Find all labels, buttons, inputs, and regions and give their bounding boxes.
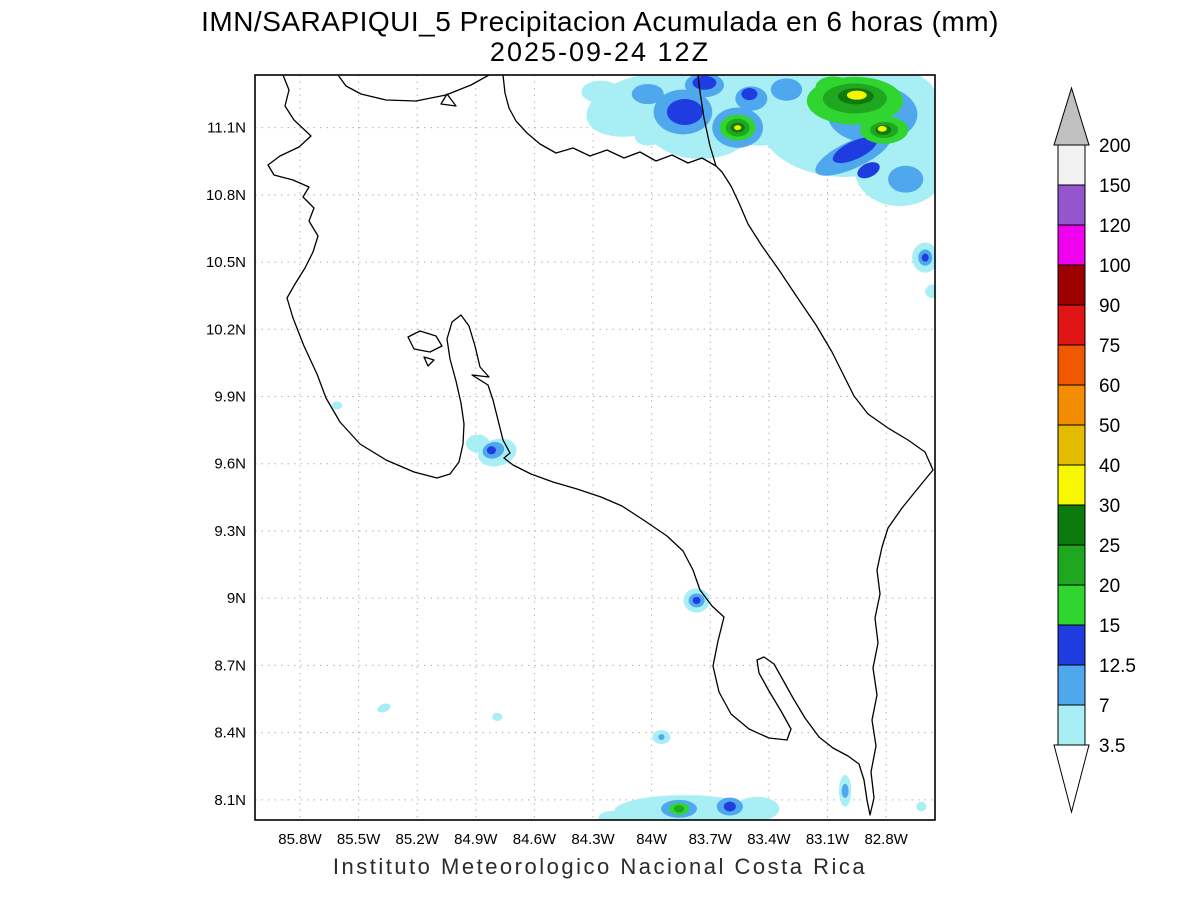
colorbar-segment	[1057, 144, 1086, 186]
precip-cell-7mm	[658, 734, 665, 741]
precip-cell-3.5mm	[331, 401, 343, 410]
precip-cell-3.5mm	[598, 810, 627, 820]
precip-cell-30mm	[846, 90, 867, 100]
plot-frame	[254, 74, 936, 821]
x-tick-label: 82.8W	[864, 831, 908, 848]
y-tick-label: 9.9N	[214, 389, 246, 406]
precip-cell-7mm	[770, 78, 803, 101]
x-tick-label: 84.9W	[454, 831, 498, 848]
colorbar-segment	[1057, 464, 1086, 506]
gulf-islet	[423, 356, 435, 367]
colorbar-segment	[1057, 264, 1086, 306]
axis-tick-labels: 85.8W 85.5W 85.2W 84.9W 84.6W 84.3W 84W 83.7W 83…	[206, 120, 909, 848]
colorbar-segment	[1057, 584, 1086, 626]
y-tick-label: 8.4N	[214, 725, 246, 742]
colorbar-label: 50	[1099, 416, 1120, 437]
lake-island	[440, 93, 457, 107]
precip-cell-3.5mm	[492, 712, 503, 721]
precip-cell-30mm	[734, 125, 742, 131]
colorbar-arrow-top	[1053, 86, 1090, 146]
lake-nicaragua-shore	[337, 75, 490, 102]
y-tick-label: 9.6N	[214, 456, 246, 473]
colorbar-label: 30	[1099, 496, 1120, 517]
colorbar-segment	[1057, 424, 1086, 466]
colorbar-label: 40	[1099, 456, 1120, 477]
precip-cell-3.5mm	[925, 284, 935, 298]
x-tick-label: 84.6W	[513, 831, 557, 848]
precip-cell-12.5mm	[741, 87, 758, 101]
precip-cell-3.5mm	[377, 703, 391, 713]
map-date: 2025-09-24 12Z	[489, 37, 711, 67]
colorbar-label: 7	[1099, 696, 1110, 717]
y-tick-label: 9N	[227, 590, 246, 607]
precip-cell-12.5mm	[857, 162, 880, 179]
colorbar-label: 150	[1099, 176, 1131, 197]
precip-cell-12.5mm	[692, 596, 701, 605]
colorbar-label: 25	[1099, 536, 1120, 557]
costa-rica-coastline	[267, 75, 934, 816]
colorbar-segment	[1057, 504, 1086, 546]
colorbar-segment	[1057, 384, 1086, 426]
y-tick-label: 9.3N	[214, 523, 246, 540]
precip-cell-12.5mm	[723, 801, 736, 812]
x-tick-label: 85.8W	[278, 831, 322, 848]
y-tick-label: 10.8N	[206, 187, 246, 204]
colorbar-label: 15	[1099, 616, 1120, 637]
precip-cell-3.5mm	[916, 801, 927, 812]
colorbar-label: 3.5	[1099, 736, 1125, 757]
colorbar-label: 20	[1099, 576, 1120, 597]
precip-cell-7mm	[888, 165, 924, 193]
y-tick-label: 10.5N	[206, 254, 246, 271]
precip-cell-12.5mm	[666, 98, 703, 125]
colorbar-segment	[1057, 184, 1086, 226]
x-tick-label: 84W	[636, 831, 668, 848]
x-tick-label: 85.2W	[396, 831, 440, 848]
precip-cell-12.5mm	[832, 137, 877, 164]
colorbar-segment	[1057, 544, 1086, 586]
x-tick-label: 83.7W	[689, 831, 733, 848]
isla-chira	[407, 330, 443, 353]
colorbar-label: 12.5	[1099, 656, 1136, 677]
precipitation-shading	[331, 75, 935, 820]
colorbar-segment	[1057, 344, 1086, 386]
y-tick-label: 11.1N	[207, 120, 246, 137]
x-tick-label: 84.3W	[571, 831, 615, 848]
colorbar-label: 90	[1099, 296, 1120, 317]
y-tick-label: 8.1N	[214, 792, 246, 809]
mainland-coastline	[267, 75, 934, 816]
x-tick-label: 85.5W	[337, 831, 381, 848]
precip-cell-30mm	[877, 125, 887, 132]
colorbar-label: 60	[1099, 376, 1120, 397]
colorbar-segment	[1057, 624, 1086, 666]
precip-cell-3.5mm	[605, 97, 651, 127]
colorbar-arrow-bottom	[1053, 744, 1090, 814]
colorbar-label: 120	[1099, 216, 1131, 237]
y-tick-label: 10.2N	[206, 321, 246, 338]
precip-cell-12.5mm	[486, 446, 496, 455]
gridlines	[255, 75, 935, 820]
x-tick-label: 83.1W	[806, 831, 850, 848]
colorbar-segment	[1057, 664, 1086, 706]
precip-cell-7mm	[841, 783, 849, 798]
san-juan-river-border	[502, 75, 717, 167]
colorbar-label: 75	[1099, 336, 1120, 357]
colorbar-label: 200	[1099, 136, 1131, 157]
source-caption: Instituto Meteorologico Nacional Costa R…	[332, 854, 868, 879]
precip-cell-20mm	[673, 805, 685, 813]
y-tick-label: 8.7N	[214, 657, 246, 674]
map-title: IMN/SARAPIQUI_5 Precipitacion Acumulada …	[201, 6, 999, 37]
precip-cell-3.5mm	[581, 80, 621, 104]
precip-cell-3.5mm	[735, 796, 780, 820]
precip-cell-7mm	[631, 83, 664, 105]
colorbar-legend: 200 150 120 100 90 75 60 50 40 30 25 20 15 12.5 7 3.5	[1053, 86, 1136, 814]
colorbar-label: 100	[1099, 256, 1131, 277]
precip-cell-12.5mm	[692, 75, 717, 90]
colorbar-segment	[1057, 704, 1086, 746]
colorbar-segment	[1057, 224, 1086, 266]
precip-cell-12.5mm	[921, 253, 929, 262]
x-tick-label: 83.4W	[747, 831, 791, 848]
colorbar-segment	[1057, 304, 1086, 346]
